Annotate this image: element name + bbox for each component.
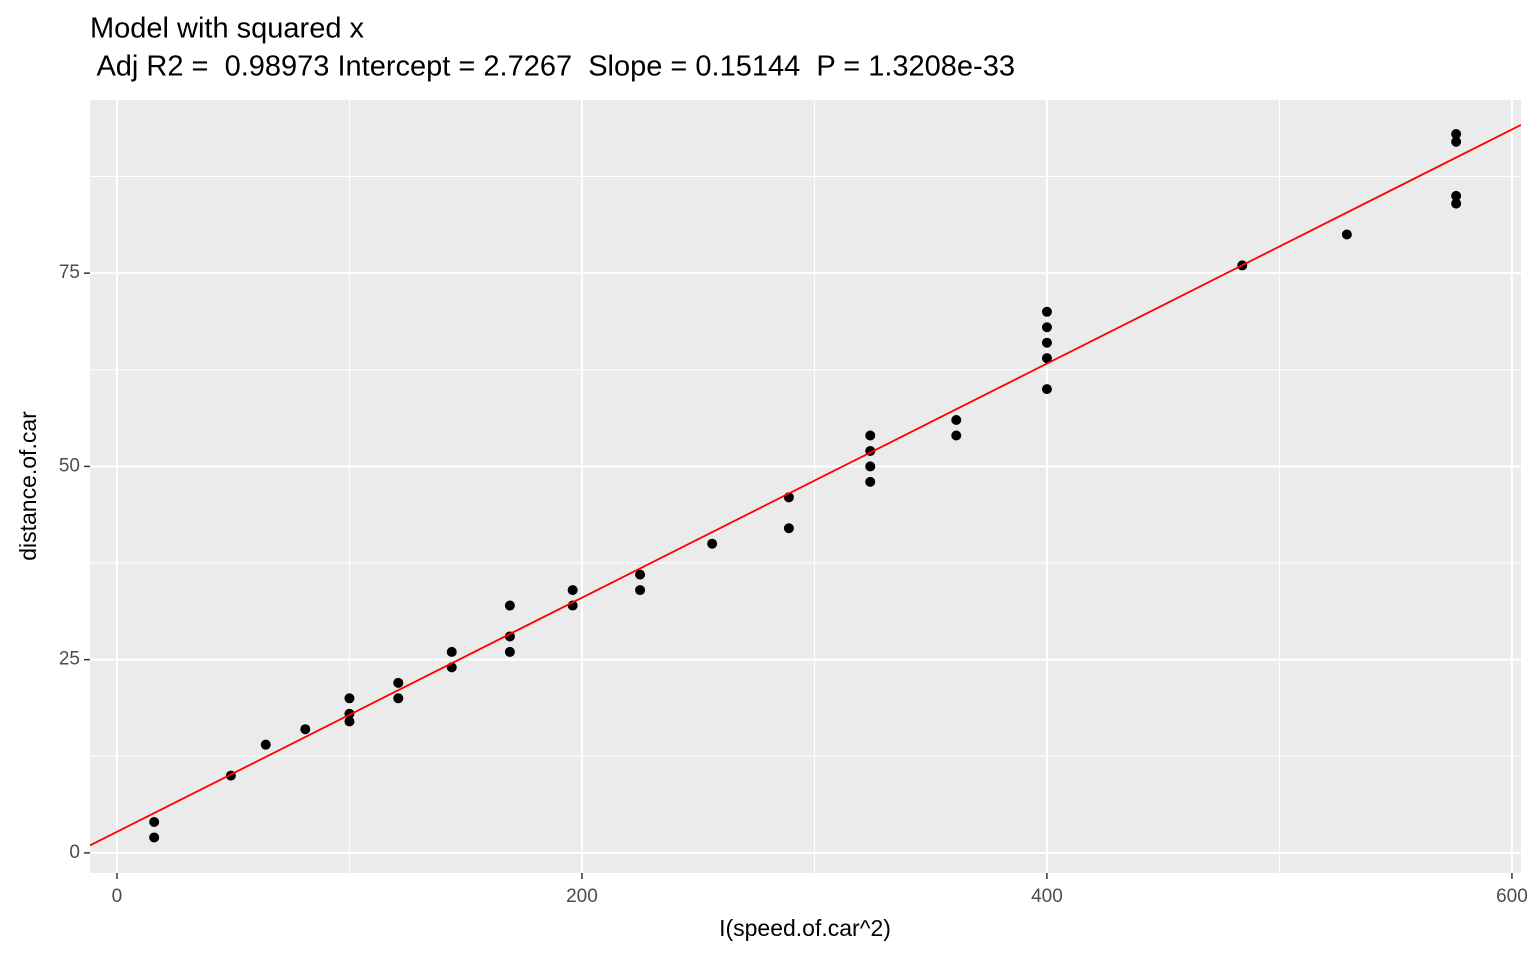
point	[707, 538, 718, 549]
point	[344, 693, 355, 704]
panel	[90, 100, 1521, 873]
x-tick-label: 600	[1496, 886, 1528, 907]
point	[1041, 353, 1052, 364]
x-tick-label: 400	[1031, 886, 1063, 907]
point	[504, 646, 515, 657]
point	[1041, 384, 1052, 395]
point	[1041, 337, 1052, 348]
point	[1451, 136, 1462, 147]
point	[951, 415, 962, 426]
y-tick-label: 25	[59, 649, 80, 670]
y-tick-label: 0	[69, 842, 80, 863]
point	[865, 476, 876, 487]
chart-subtitle: Adj R2 = 0.98973 Intercept = 2.7267 Slop…	[90, 51, 1015, 83]
x-tick-label: 0	[112, 886, 123, 907]
point	[344, 716, 355, 727]
point	[1451, 129, 1462, 140]
point	[865, 430, 876, 441]
point	[951, 430, 962, 441]
point	[1451, 190, 1462, 201]
point	[567, 585, 578, 596]
point	[1041, 322, 1052, 333]
point	[300, 724, 311, 735]
point	[783, 523, 794, 534]
point	[635, 585, 646, 596]
point	[393, 693, 404, 704]
point	[504, 631, 515, 642]
y-tick-label: 50	[59, 455, 80, 476]
y-tick-label: 75	[59, 262, 80, 283]
fit-line	[90, 124, 1521, 847]
point	[1341, 229, 1352, 240]
chart-title: Model with squared x	[90, 13, 365, 45]
point	[1451, 198, 1462, 209]
x-axis-title: I(speed.of.car^2)	[719, 915, 891, 941]
point	[149, 832, 160, 843]
point	[865, 461, 876, 472]
point	[149, 816, 160, 827]
x-tick-label: 200	[566, 886, 598, 907]
point	[446, 646, 457, 657]
point	[260, 739, 271, 750]
y-axis-title: distance.of.car	[15, 411, 41, 561]
point	[1041, 306, 1052, 317]
point	[635, 569, 646, 580]
point	[504, 600, 515, 611]
point	[393, 677, 404, 688]
